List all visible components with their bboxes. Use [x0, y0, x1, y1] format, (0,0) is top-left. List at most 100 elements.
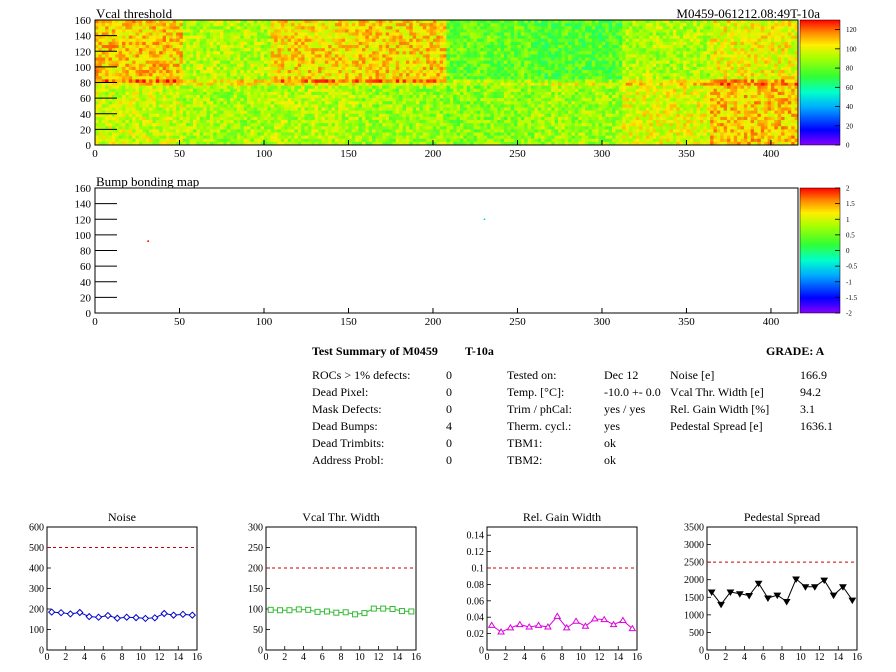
pixel-cell — [656, 107, 660, 111]
pixel-cell — [689, 120, 694, 124]
pixel-cell — [422, 95, 427, 99]
pixel-cell — [784, 113, 789, 118]
pixel-cell — [284, 113, 288, 118]
pixel-cell — [656, 91, 660, 96]
pixel-cell — [165, 141, 170, 145]
pixel-cell — [220, 88, 224, 93]
pixel-cell — [574, 82, 579, 86]
pixel-cell — [122, 104, 126, 108]
pixel-cell — [642, 104, 647, 108]
pixel-cell — [203, 70, 207, 74]
pixel-cell — [693, 82, 697, 86]
pixel-cell — [490, 85, 495, 90]
pixel-cell — [487, 107, 491, 111]
pixel-cell — [105, 107, 109, 111]
pixel-cell — [372, 95, 376, 99]
pixel-cell — [128, 41, 133, 46]
pixel-cell — [389, 82, 393, 86]
pixel-cell — [487, 110, 491, 115]
pixel-cell — [165, 110, 170, 115]
pixel-cell — [405, 85, 410, 90]
pixel-cell — [142, 35, 146, 40]
pixel-cell — [125, 60, 130, 65]
pixel-cell — [263, 82, 268, 86]
pixel-cell — [716, 135, 721, 140]
pixel-cell — [216, 82, 221, 86]
pixel-cell — [764, 91, 768, 96]
pixel-cell — [733, 104, 738, 108]
pixel-cell — [226, 26, 231, 30]
pixel-cell — [250, 82, 255, 86]
pixel-cell — [162, 70, 167, 74]
pixel-cell — [152, 123, 157, 127]
pixel-cell — [561, 82, 566, 86]
pixel-cell — [608, 129, 613, 133]
pixel-cell — [757, 135, 762, 140]
pixel-cell — [510, 101, 515, 105]
pixel-cell — [713, 88, 718, 93]
pixel-cell — [338, 132, 343, 136]
pixel-cell — [409, 104, 413, 108]
pixel-cell — [696, 88, 701, 93]
pixel-cell — [260, 104, 265, 108]
pixel-cell — [487, 88, 491, 93]
pixel-cell — [507, 132, 512, 136]
pixel-cell — [213, 51, 217, 55]
pixel-cell — [263, 138, 268, 143]
pixel-cell — [618, 126, 623, 130]
pixel-cell — [720, 135, 724, 140]
pixel-cell — [176, 60, 180, 65]
pixel-cell — [382, 135, 386, 140]
pixel-cell — [101, 116, 106, 121]
pixel-cell — [142, 110, 146, 115]
pixel-cell — [287, 95, 292, 99]
pixel-cell — [182, 126, 187, 130]
pixel-cell — [416, 132, 420, 136]
pixel-cell — [206, 45, 211, 49]
pixel-cell — [666, 107, 670, 111]
pixel-cell — [625, 91, 630, 96]
pixel-cell — [412, 101, 417, 105]
pixel-cell — [672, 85, 677, 90]
pixel-cell — [155, 26, 160, 30]
pixel-cell — [223, 82, 228, 86]
pixel-cell — [493, 110, 498, 115]
pixel-cell — [679, 135, 684, 140]
pixel-cell — [598, 104, 603, 108]
pixel-cell — [162, 60, 167, 65]
pixel-cell — [666, 138, 670, 143]
pixel-cell — [341, 82, 346, 86]
pixel-cell — [304, 141, 309, 145]
pixel-cell — [118, 66, 123, 71]
pixel-cell — [152, 113, 157, 118]
pixel-cell — [165, 107, 170, 111]
pixel-cell — [162, 138, 167, 143]
pixel-cell — [213, 35, 217, 40]
pixel-cell — [629, 88, 633, 93]
pixel-cell — [507, 95, 512, 99]
pixel-cell — [730, 104, 735, 108]
pixel-cell — [574, 126, 579, 130]
pixel-cell — [737, 88, 741, 93]
pixel-cell — [754, 107, 758, 111]
pixel-cell — [402, 98, 407, 102]
pixel-cell — [118, 95, 123, 99]
pixel-cell — [230, 60, 234, 65]
pixel-cell — [318, 107, 322, 111]
pixel-cell — [149, 116, 153, 121]
pixel-cell — [118, 126, 123, 130]
pixel-cell — [449, 126, 454, 130]
pixel-cell — [781, 132, 785, 136]
pixel-cell — [551, 104, 555, 108]
pixel-cell — [510, 141, 515, 145]
pixel-cell — [182, 76, 187, 80]
pixel-cell — [199, 126, 204, 130]
pixel-cell — [446, 123, 451, 127]
pixel-cell — [409, 91, 413, 96]
pixel-cell — [615, 101, 620, 105]
pixel-cell — [176, 23, 180, 27]
pixel-cell — [199, 79, 204, 83]
pixel-cell — [500, 82, 505, 86]
pixel-cell — [520, 88, 525, 93]
